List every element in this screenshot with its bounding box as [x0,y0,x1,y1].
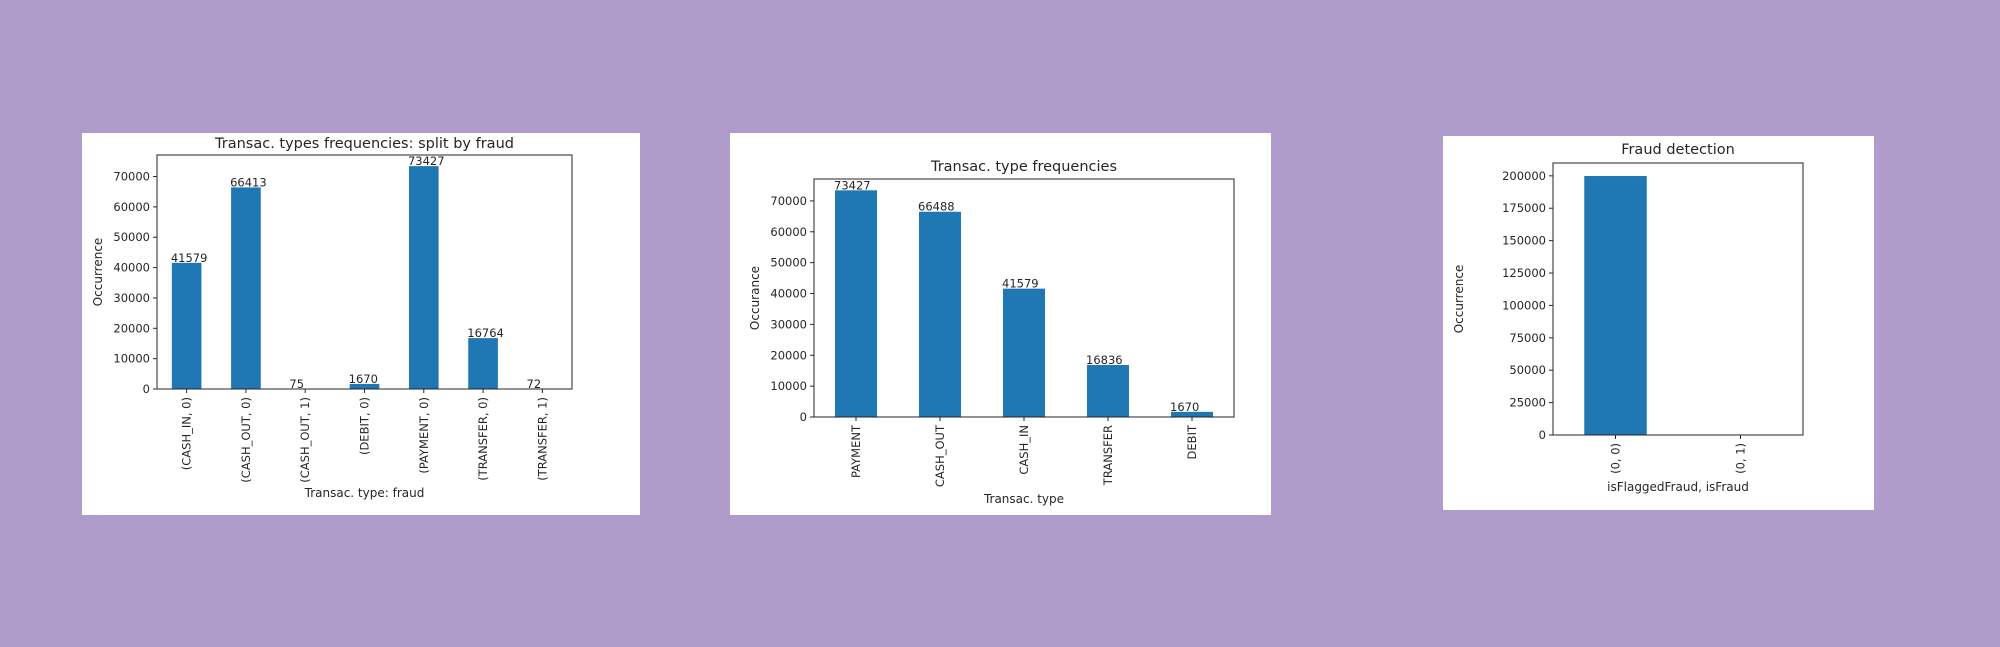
chart-title: Transac. type frequencies [930,159,1117,175]
chart-type-frequencies: Transac. type frequencies 73427 66488 41579… [748,159,1235,506]
bar-3 [349,383,380,389]
data-label-4: 73427 [408,154,445,168]
x-tick-label-0: (0, 0) [1609,443,1623,474]
x-tick-label-4: DEBIT [1185,424,1199,459]
y-axis-label: Occurrence [1452,265,1466,334]
x-tick-label-5: (TRANSFER, 0) [476,397,490,481]
y-tick-label-3: 75000 [1509,331,1546,345]
x-tick-label-2: (CASH_OUT, 1) [298,397,312,483]
y-tick-label-1: 10000 [113,352,150,366]
x-tick-label-0: (CASH_IN, 0) [180,397,194,470]
x-axis-label: isFlaggedFraud, isFraud [1607,480,1749,494]
y-tick-label-5: 50000 [113,230,150,244]
bar-2 [1003,288,1045,417]
y-tick-label-6: 60000 [770,225,807,239]
x-tick-label-1: CASH_OUT [933,424,947,487]
data-label-1: 66413 [230,175,267,189]
bar-1 [231,187,261,389]
chart-panel-type-frequencies: Transac. type frequencies 73427 66488 41579… [730,133,1271,515]
data-label-0: 73427 [834,178,871,192]
data-label-0: 41579 [171,251,208,265]
y-axis-label: Occurance [748,266,762,330]
chart-title: Transac. types frequencies: split by fra… [214,136,514,152]
y-tick-label-7: 175000 [1502,201,1546,215]
bar-5 [468,338,498,389]
chart-split-by-fraud: Transac. types frequencies: split by fra… [91,136,573,500]
y-tick-label-0: 0 [1539,428,1546,442]
y-tick-label-2: 20000 [770,348,807,362]
y-tick-label-5: 50000 [770,256,807,270]
y-tick-label-4: 40000 [113,261,150,275]
x-tick-label-2: CASH_IN [1017,425,1031,475]
data-label-3: 1670 [349,372,378,386]
plot-frame [1552,162,1804,436]
x-axis-label: Transac. type [983,492,1064,506]
data-label-3: 16836 [1086,353,1123,367]
bar-0 [171,262,202,389]
y-tick-label-1: 25000 [1509,396,1546,410]
data-label-5: 16764 [467,326,504,340]
x-tick-label-4: (PAYMENT, 0) [417,397,431,474]
y-tick-label-2: 50000 [1509,363,1546,377]
data-label-2: 41579 [1002,277,1039,291]
y-tick-label-0: 0 [143,382,150,396]
x-tick-label-1: (CASH_OUT, 0) [239,397,253,483]
y-tick-label-4: 100000 [1502,298,1546,312]
data-label-6: 72 [527,377,542,391]
y-tick-label-0: 0 [800,410,807,424]
x-axis-label: Transac. type: fraud [304,486,425,500]
bar-0 [1584,176,1647,435]
chart-panel-fraud-detection: Fraud detection 0 25000 50000 75000 100000 125… [1443,136,1874,510]
y-tick-label-7: 70000 [770,194,807,208]
x-tick-label-3: TRANSFER [1101,425,1115,486]
bar-4 [1171,411,1213,417]
x-tick-label-0: PAYMENT [849,424,863,478]
y-tick-label-3: 30000 [770,317,807,331]
y-tick-label-5: 125000 [1502,266,1546,280]
y-tick-label-6: 150000 [1502,234,1546,248]
chart-fraud-detection: Fraud detection 0 25000 50000 75000 100000 125… [1452,142,1804,494]
chart-title: Fraud detection [1621,142,1735,158]
y-tick-label-2: 20000 [113,321,150,335]
y-tick-label-7: 70000 [113,170,150,184]
y-tick-label-4: 40000 [770,287,807,301]
chart-panel-split-by-fraud: Transac. types frequencies: split by fra… [82,133,640,515]
y-tick-label-3: 30000 [113,291,150,305]
data-label-2: 75 [289,377,304,391]
bar-3 [1087,365,1129,417]
x-tick-label-6: (TRANSFER, 1) [535,397,549,481]
y-tick-label-8: 200000 [1502,169,1546,183]
data-label-4: 1670 [1170,400,1199,414]
bar-4 [408,166,439,389]
x-tick-label-3: (DEBIT, 0) [358,397,372,455]
plot-frame [156,154,573,390]
data-label-1: 66488 [918,200,955,214]
y-axis-label: Occurrence [91,238,105,307]
x-tick-label-1: (0, 1) [1734,443,1748,474]
bar-0 [835,190,877,417]
y-tick-label-6: 60000 [113,200,150,214]
y-tick-label-1: 10000 [770,379,807,393]
bar-1 [919,211,961,417]
